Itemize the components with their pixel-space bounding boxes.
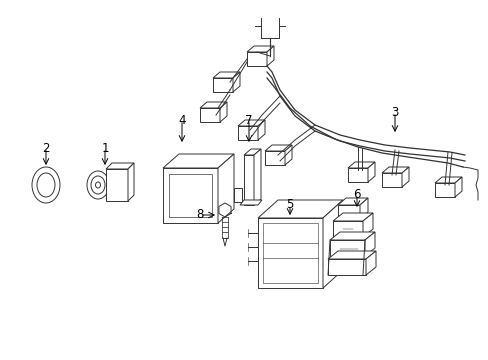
Text: 3: 3 <box>390 105 398 118</box>
Text: 8: 8 <box>196 208 203 221</box>
Polygon shape <box>266 46 273 66</box>
Polygon shape <box>220 102 226 122</box>
Polygon shape <box>253 149 261 205</box>
Polygon shape <box>332 213 372 221</box>
Text: 6: 6 <box>352 189 360 202</box>
Bar <box>246 52 266 66</box>
Polygon shape <box>381 167 408 173</box>
Bar <box>329 240 364 256</box>
Bar <box>327 259 365 275</box>
Polygon shape <box>232 72 240 92</box>
Bar <box>347 168 367 182</box>
Polygon shape <box>244 149 261 155</box>
Polygon shape <box>365 251 375 275</box>
Text: 1: 1 <box>101 141 108 154</box>
Bar <box>264 151 285 165</box>
Polygon shape <box>327 251 375 259</box>
Polygon shape <box>264 145 291 151</box>
Polygon shape <box>238 120 264 126</box>
Polygon shape <box>401 167 408 187</box>
Polygon shape <box>128 163 134 201</box>
Polygon shape <box>240 200 262 205</box>
Bar <box>163 168 218 223</box>
Polygon shape <box>454 177 461 197</box>
Text: 4: 4 <box>178 113 185 126</box>
Bar <box>106 169 128 201</box>
Polygon shape <box>163 154 234 168</box>
Bar <box>169 174 212 217</box>
Bar <box>244 155 253 205</box>
Bar <box>337 205 359 219</box>
Polygon shape <box>213 72 240 78</box>
Bar <box>213 78 232 92</box>
Polygon shape <box>258 200 342 218</box>
Ellipse shape <box>87 171 109 199</box>
Polygon shape <box>364 232 374 256</box>
Polygon shape <box>434 177 461 183</box>
Bar <box>234 188 242 202</box>
Polygon shape <box>258 120 264 140</box>
Polygon shape <box>200 102 226 108</box>
Polygon shape <box>359 198 367 219</box>
Bar <box>263 223 317 283</box>
Bar <box>200 108 220 122</box>
Polygon shape <box>218 154 234 223</box>
Bar <box>381 173 401 187</box>
Text: 5: 5 <box>286 198 293 211</box>
Bar <box>332 221 362 237</box>
Text: 2: 2 <box>42 141 50 154</box>
Polygon shape <box>246 46 273 52</box>
Polygon shape <box>329 232 374 240</box>
Polygon shape <box>347 162 374 168</box>
Bar <box>434 183 454 197</box>
Polygon shape <box>337 198 367 205</box>
Polygon shape <box>367 162 374 182</box>
Bar <box>238 126 258 140</box>
Polygon shape <box>323 200 342 288</box>
Text: 7: 7 <box>245 113 252 126</box>
Polygon shape <box>285 145 291 165</box>
Polygon shape <box>106 163 134 169</box>
Bar <box>258 218 323 288</box>
Polygon shape <box>362 213 372 237</box>
